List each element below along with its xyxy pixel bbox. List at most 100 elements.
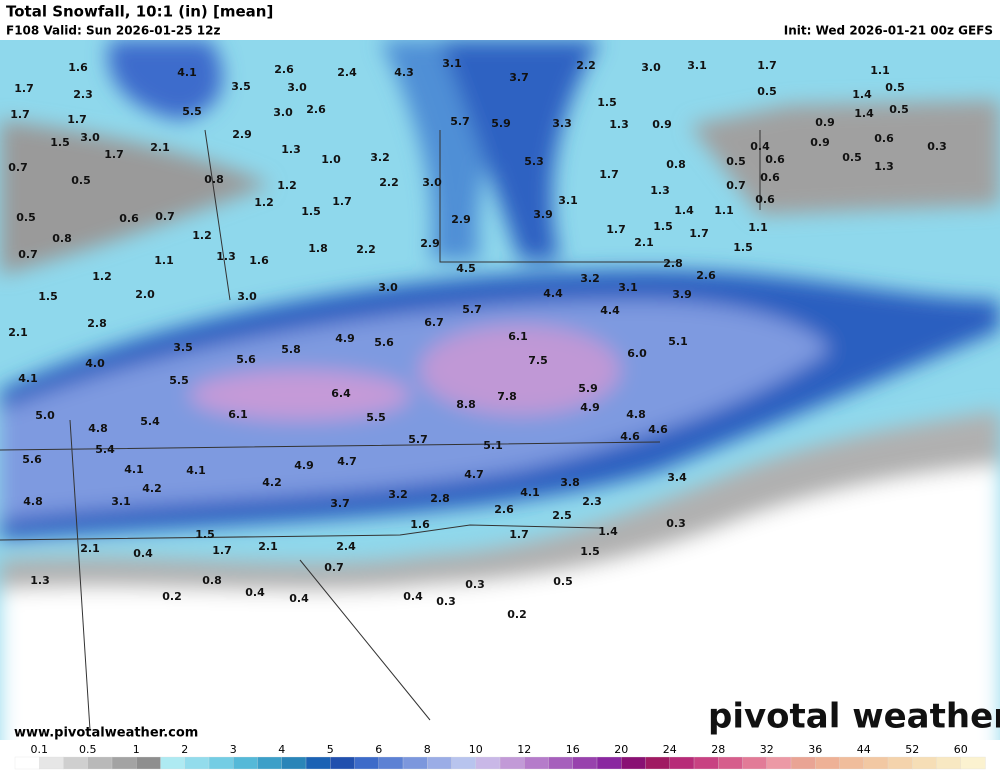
- legend-label: 1: [133, 743, 140, 756]
- legend-swatch: [111, 756, 137, 770]
- snow-label: 2.5: [552, 509, 572, 522]
- snow-label: 0.5: [889, 103, 909, 116]
- legend-swatch: [499, 756, 525, 770]
- snow-label: 1.5: [38, 290, 58, 303]
- snow-label: 5.4: [140, 415, 160, 428]
- legend-label: 6: [375, 743, 382, 756]
- snow-label: 2.0: [135, 288, 155, 301]
- boundaries: [0, 129, 761, 731]
- logo: pivotal weather: [708, 697, 1000, 737]
- legend-label: 24: [663, 743, 677, 756]
- snow-label: 3.1: [687, 59, 707, 72]
- snow-label: 3.9: [533, 208, 553, 221]
- legend-swatch: [378, 756, 404, 770]
- snow-label: 0.3: [666, 517, 686, 530]
- snow-label: 3.3: [552, 117, 572, 130]
- snow-label: 0.4: [750, 140, 770, 153]
- snow-label: 4.2: [142, 482, 162, 495]
- snow-label: 1.1: [748, 221, 768, 234]
- snow-label: 0.6: [874, 132, 894, 145]
- snow-label: 5.1: [483, 439, 503, 452]
- legend-swatch: [669, 756, 695, 770]
- snow-label: 1.5: [597, 96, 617, 109]
- snow-label: 3.7: [509, 71, 529, 84]
- snow-label: 6.4: [331, 387, 351, 400]
- snow-label: 1.7: [689, 227, 709, 240]
- legend-label: 28: [711, 743, 725, 756]
- snow-label: 0.7: [155, 210, 175, 223]
- legend-label: 4: [278, 743, 285, 756]
- legend-label: 5: [327, 743, 334, 756]
- snow-label: 7.5: [528, 354, 548, 367]
- init-time: Init: Wed 2026-01-21 00z GEFS: [784, 24, 993, 38]
- snow-label: 4.4: [543, 287, 563, 300]
- snow-label: 5.5: [169, 374, 189, 387]
- snow-label: 2.4: [337, 66, 357, 79]
- snow-label: 2.9: [451, 213, 471, 226]
- snow-label: 1.3: [609, 118, 629, 131]
- legend-swatch: [63, 756, 89, 770]
- legend-swatch: [621, 756, 647, 770]
- legend-swatch: [936, 756, 962, 770]
- legend-swatch: [208, 756, 234, 770]
- legend-swatch: [39, 756, 65, 770]
- snow-label: 0.4: [403, 590, 423, 603]
- legend-label: 20: [614, 743, 628, 756]
- snow-label: 0.9: [810, 136, 830, 149]
- snow-label: 3.0: [237, 290, 257, 303]
- snow-label: 3.0: [422, 176, 442, 189]
- snow-label: 1.7: [14, 82, 34, 95]
- snow-label: 0.2: [507, 608, 527, 621]
- legend-label: 52: [905, 743, 919, 756]
- snow-label: 1.7: [67, 113, 87, 126]
- snow-label: 0.6: [119, 212, 139, 225]
- snow-label: 2.8: [663, 257, 683, 270]
- snow-label: 1.2: [192, 229, 212, 242]
- snow-label: 1.5: [50, 136, 70, 149]
- snow-label: 0.4: [133, 547, 153, 560]
- snow-label: 5.5: [182, 105, 202, 118]
- legend-swatch: [402, 756, 428, 770]
- snow-label: 2.6: [274, 63, 294, 76]
- snow-label: 3.1: [442, 57, 462, 70]
- snow-label: 1.4: [854, 107, 874, 120]
- legend-label: 10: [469, 743, 483, 756]
- snow-label: 1.6: [410, 518, 430, 531]
- legend-label: 0.1: [31, 743, 49, 756]
- snow-label: 5.8: [281, 343, 301, 356]
- snow-label: 4.0: [85, 357, 105, 370]
- snow-label: 1.2: [92, 270, 112, 283]
- snow-label: 4.1: [177, 66, 197, 79]
- snow-label: 1.4: [674, 204, 694, 217]
- snow-label: 5.7: [450, 115, 470, 128]
- snow-label: 0.7: [324, 561, 344, 574]
- snow-label: 4.9: [294, 459, 314, 472]
- snow-label: 0.6: [765, 153, 785, 166]
- snow-label: 5.4: [95, 443, 115, 456]
- snow-label: 1.6: [249, 254, 269, 267]
- legend-label: 12: [517, 743, 531, 756]
- snow-label: 5.7: [462, 303, 482, 316]
- snow-label: 2.6: [696, 269, 716, 282]
- snow-label: 6.1: [508, 330, 528, 343]
- legend-label: 3: [230, 743, 237, 756]
- snow-label: 1.7: [332, 195, 352, 208]
- snow-label: 2.2: [356, 243, 376, 256]
- legend-swatch: [766, 756, 792, 770]
- legend-swatch: [281, 756, 307, 770]
- snow-label: 1.5: [195, 528, 215, 541]
- snow-label: 0.7: [18, 248, 38, 261]
- snow-label: 3.2: [370, 151, 390, 164]
- snow-label: 1.7: [10, 108, 30, 121]
- snow-label: 3.5: [173, 341, 193, 354]
- snow-label: 4.8: [88, 422, 108, 435]
- legend-swatch: [87, 756, 113, 770]
- snow-label: 3.8: [560, 476, 580, 489]
- snow-label: 6.7: [424, 316, 444, 329]
- legend-swatch: [354, 756, 380, 770]
- legend-swatch: [427, 756, 453, 770]
- snow-label: 1.7: [606, 223, 626, 236]
- legend-swatch: [912, 756, 938, 770]
- snow-label: 7.8: [497, 390, 517, 403]
- snow-label: 0.6: [755, 193, 775, 206]
